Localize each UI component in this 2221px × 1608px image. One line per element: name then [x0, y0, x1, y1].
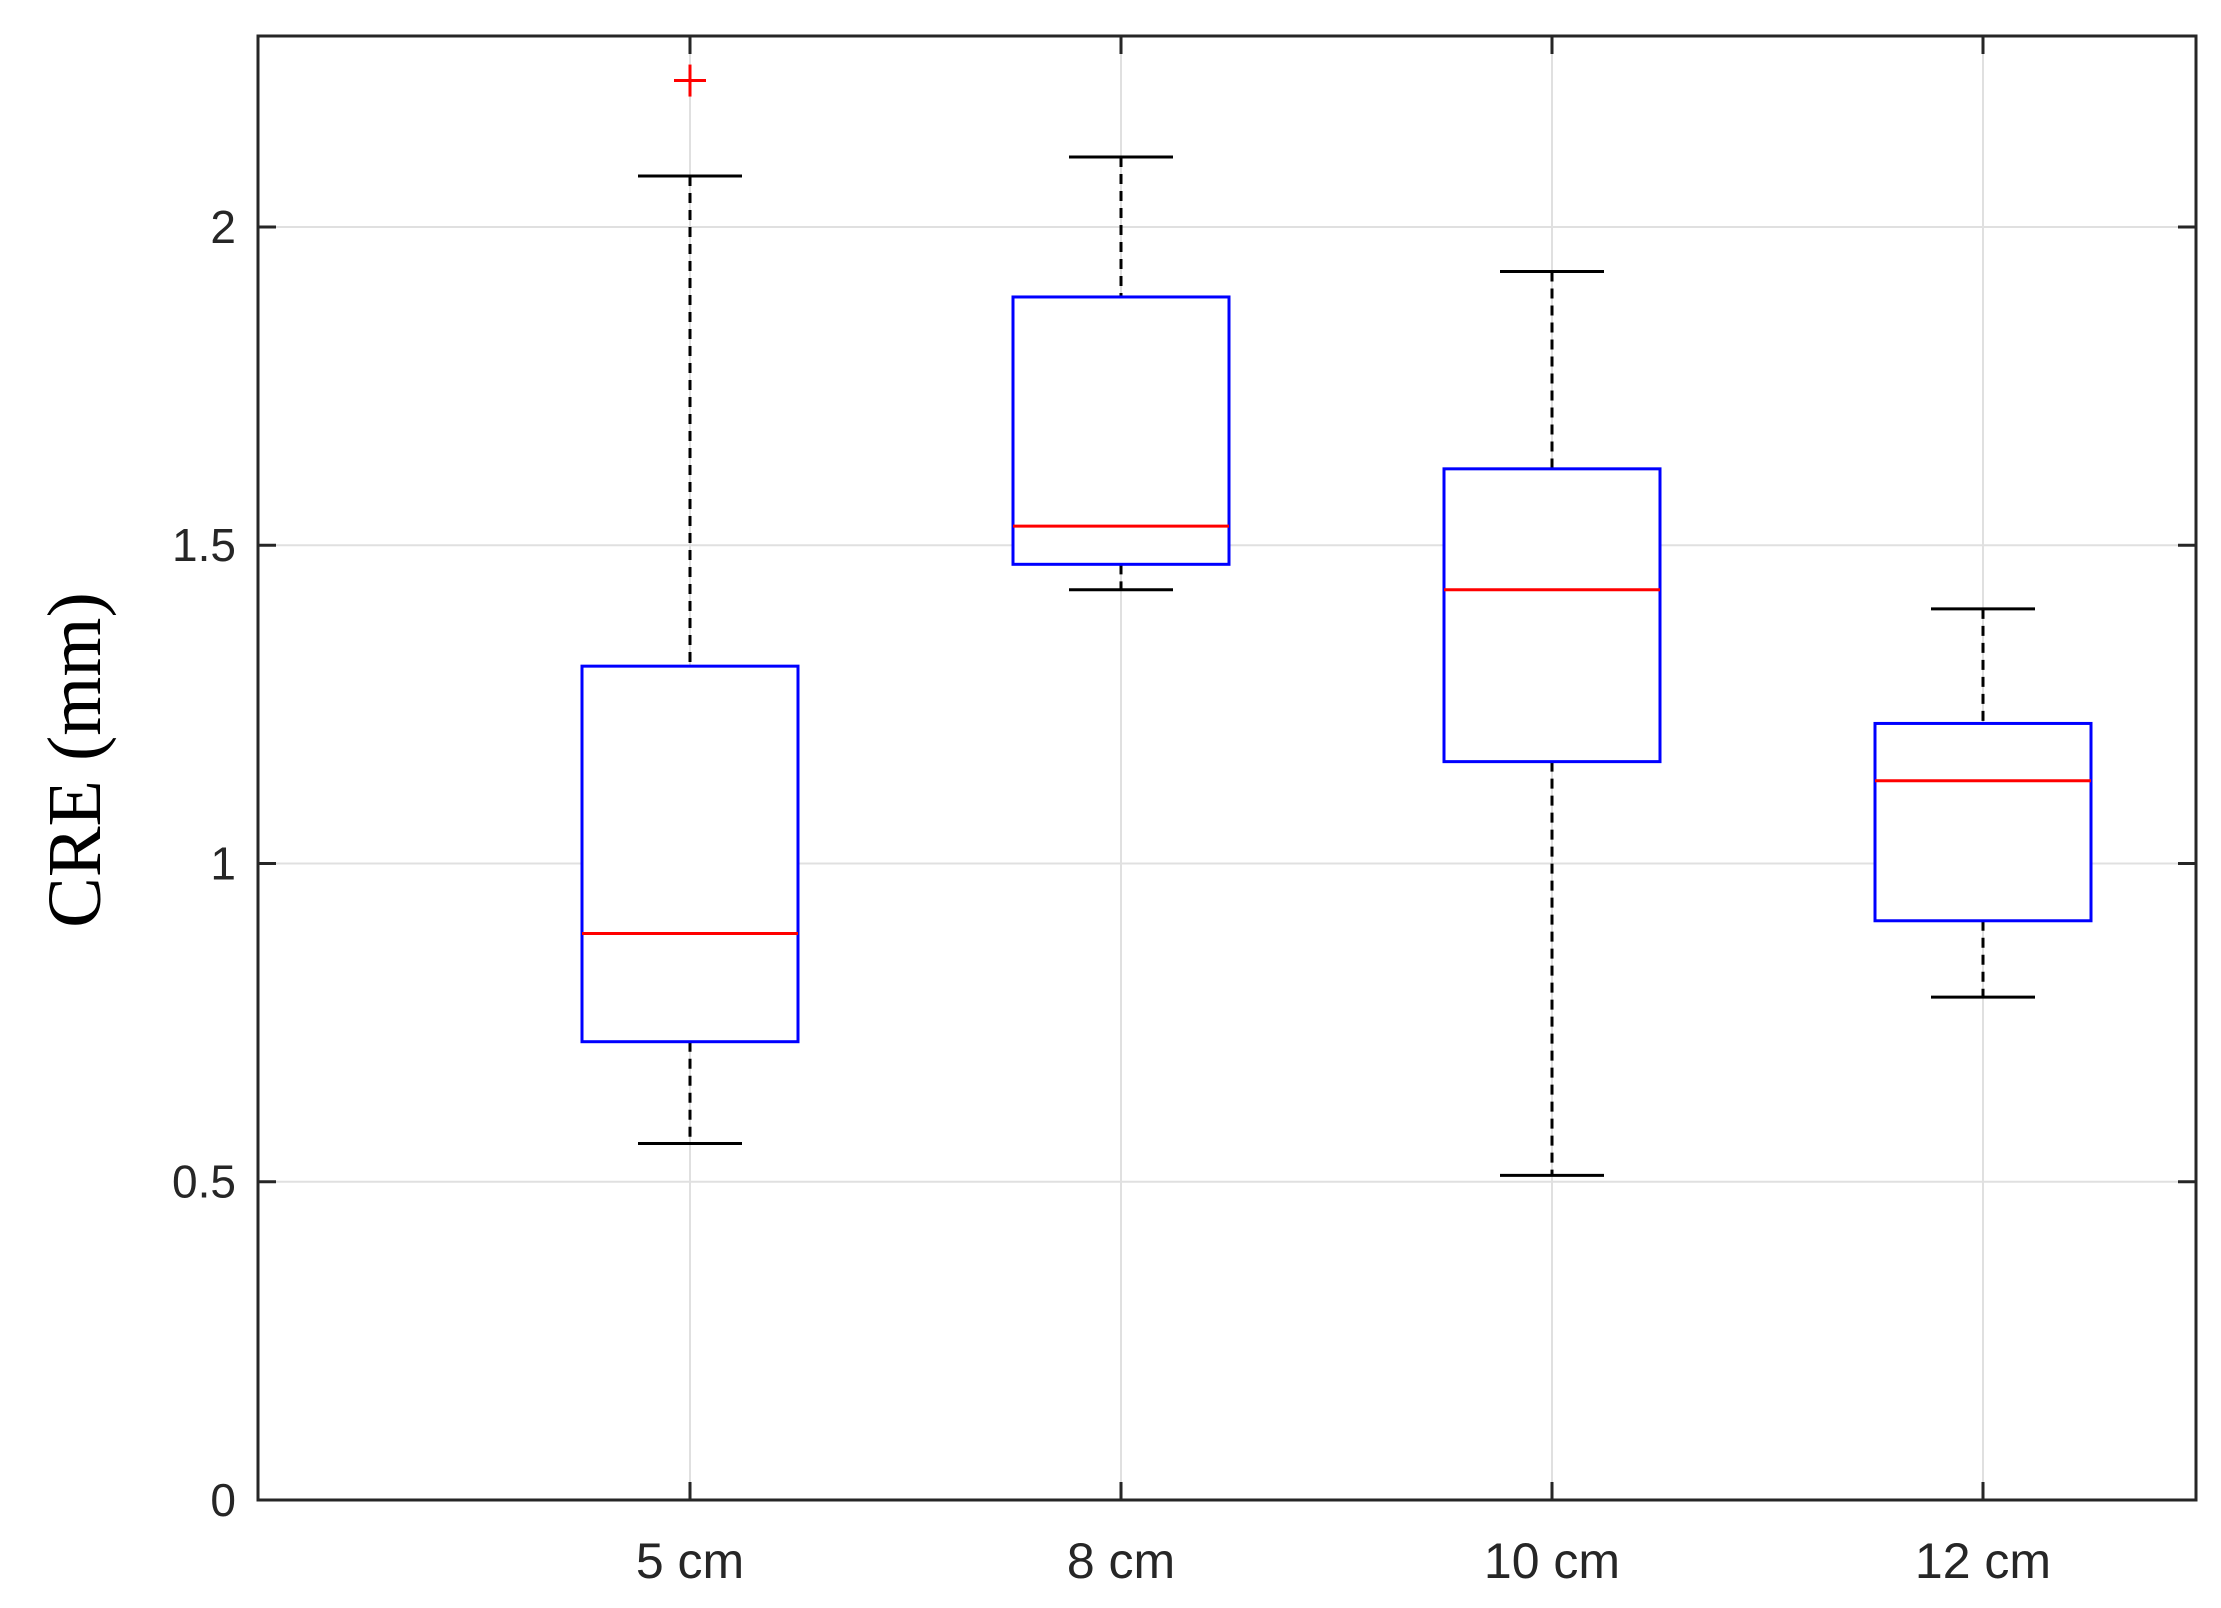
outlier-marker	[674, 64, 706, 97]
box-group	[1873, 607, 2093, 999]
x-tick-label: 10 cm	[1484, 1533, 1620, 1589]
x-tick-label: 5 cm	[636, 1533, 744, 1589]
x-tick-label: 12 cm	[1915, 1533, 2051, 1589]
y-tick-label: 0	[210, 1474, 236, 1526]
box-iqr	[580, 664, 800, 1044]
y-tick-label: 1	[210, 837, 236, 889]
y-tick-label: 2	[210, 201, 236, 253]
box-iqr	[1442, 467, 1662, 764]
box-group	[1442, 270, 1662, 1177]
y-tick-label: 0.5	[172, 1156, 236, 1208]
box-iqr	[1873, 721, 2093, 923]
plot-frame	[256, 34, 2198, 1502]
x-tick-label: 8 cm	[1067, 1533, 1175, 1589]
box-layer	[580, 64, 2093, 1177]
box-iqr	[1011, 295, 1231, 566]
y-tick-label: 1.5	[172, 519, 236, 571]
axis-layer: 0 0.5 1 1.5 2 5 cm 8 cm 10 cm 12 cm	[172, 34, 2198, 1589]
y-axis-label: CRE (mm)	[33, 592, 117, 928]
box-group	[1011, 155, 1231, 592]
box-group	[580, 64, 800, 1146]
